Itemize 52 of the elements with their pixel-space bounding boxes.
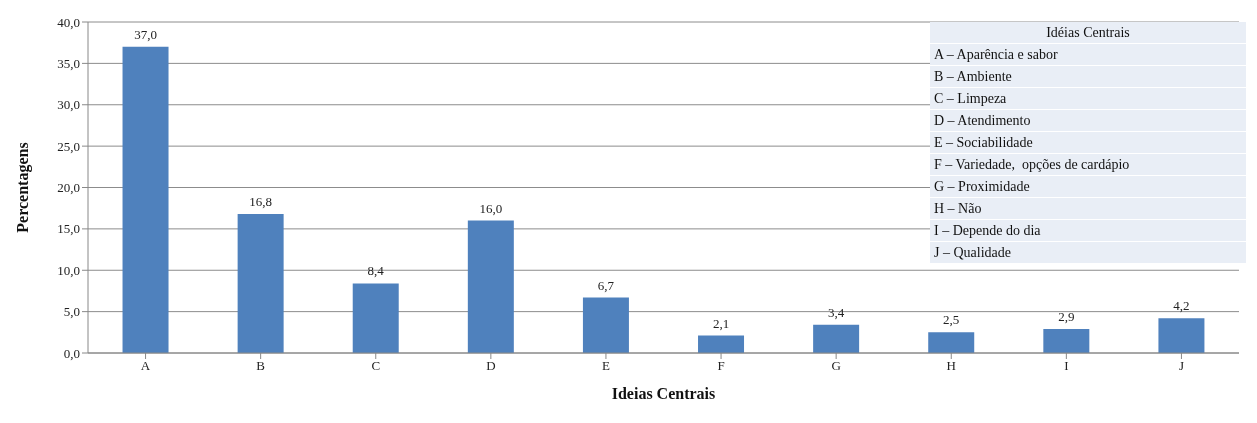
data-label: 8,4 (367, 263, 385, 279)
data-label: 2,5 (943, 312, 960, 328)
y-axis-title: Percentagens (13, 142, 32, 233)
x-tick-label: B (256, 358, 266, 374)
data-label: 16,0 (479, 200, 503, 216)
x-tick-label: D (486, 358, 496, 374)
annotation: D – Atendimento (930, 110, 1246, 132)
bar (467, 220, 514, 353)
y-tick-label: 20,0 (57, 180, 80, 196)
annotation: C – Limpeza (930, 88, 1246, 110)
annotation: I – Depende do dia (930, 220, 1246, 242)
x-tick-label: I (1064, 358, 1069, 374)
x-tick-label: H (946, 358, 956, 374)
annotation: B – Ambiente (930, 66, 1246, 88)
bar (698, 335, 745, 353)
bar (1158, 318, 1205, 353)
bar (122, 46, 169, 353)
bar (237, 213, 284, 353)
annotation: A – Aparência e sabor (930, 44, 1246, 66)
x-tick-label: G (831, 358, 841, 374)
y-tick-label: 35,0 (57, 55, 80, 71)
data-label: 2,9 (1058, 309, 1075, 324)
x-tick-label: C (371, 358, 381, 374)
annotation: F – Variedade, opções de cardápio (930, 154, 1246, 176)
data-label: 2,1 (712, 315, 730, 331)
data-label: 16,8 (249, 193, 273, 209)
x-tick-label: J (1178, 358, 1184, 374)
annotation: E – Sociabilidade (930, 132, 1246, 154)
annotation: G – Proximidade (930, 176, 1246, 198)
data-label: 3,4 (828, 304, 845, 320)
bar (352, 283, 399, 353)
x-tick-label: E (601, 358, 610, 374)
y-tick-label: 10,0 (57, 262, 80, 278)
bar (1043, 329, 1090, 353)
y-tick-label: 15,0 (57, 221, 80, 237)
data-label: 6,7 (597, 277, 615, 293)
x-tick-label: F (717, 358, 725, 374)
x-tick-label: A (140, 358, 151, 374)
y-tick-label: 5,0 (63, 304, 80, 320)
y-tick-label: 25,0 (57, 138, 80, 154)
bar (928, 332, 975, 353)
bar (813, 324, 860, 353)
y-tick-label: 30,0 (57, 97, 80, 113)
y-tick-label: 40,0 (57, 14, 80, 30)
y-tick-label: 0,0 (63, 345, 80, 361)
annotation: J – Qualidade (930, 242, 1246, 264)
data-label: 4,2 (1173, 298, 1190, 314)
annotation: H – Não (930, 198, 1246, 220)
data-label: 37,0 (134, 26, 157, 42)
annotation: Idéias Centrais (930, 22, 1246, 44)
bar (582, 297, 629, 353)
x-axis-title: Ideias Centrais (611, 385, 716, 402)
